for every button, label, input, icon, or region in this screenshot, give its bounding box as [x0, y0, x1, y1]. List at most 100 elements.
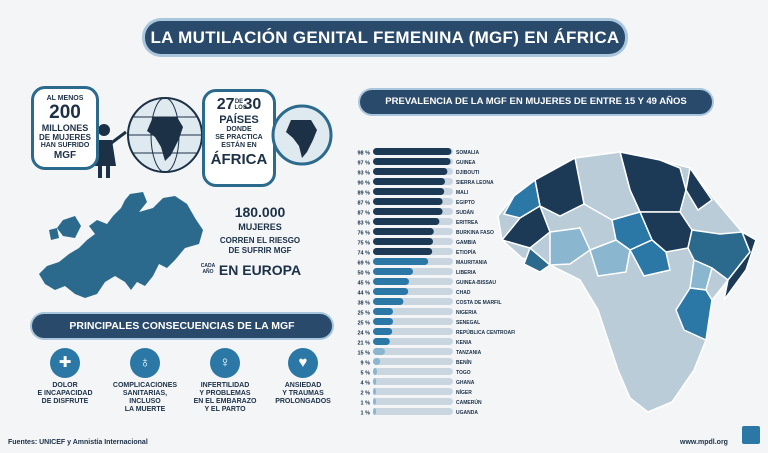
- bar: [373, 308, 393, 315]
- bar-category-label: SENEGAL: [456, 320, 480, 326]
- bar-category-label: NÍGER: [456, 388, 472, 396]
- consequence-anxiety: ♥ ANSIEDAD Y TRAUMAS PROLONGADOS: [267, 348, 339, 406]
- europe-region-label: EN EUROPA: [218, 262, 302, 278]
- bar-track: [373, 348, 453, 355]
- globe-africa-small-icon: [271, 104, 333, 166]
- bar-category-label: BENÍN: [456, 358, 472, 366]
- website-link[interactable]: www.mpdl.org: [680, 439, 728, 446]
- stethoscope-icon: ♁: [130, 348, 160, 378]
- bar-category-label: EGIPTO: [456, 200, 475, 206]
- pregnancy-icon: ♀: [210, 348, 240, 378]
- bar: [373, 378, 377, 385]
- bar-category-label: DJIBOUTI: [456, 170, 480, 176]
- bar: [373, 158, 451, 165]
- globe-africa-icon: [127, 97, 203, 173]
- bar-value-label: 1 %: [361, 401, 371, 407]
- bar-value-label: 21 %: [357, 341, 370, 347]
- bar-category-label: BURKINA FASO: [456, 230, 494, 236]
- bar-value-label: 5 %: [361, 371, 371, 377]
- consequence-complications: ♁ COMPLICACIONES SANITARIAS, INCLUSO LA …: [105, 348, 185, 414]
- bar-value-label: 69 %: [357, 261, 370, 267]
- bar-value-label: 89 %: [357, 191, 370, 197]
- bar: [373, 188, 445, 195]
- bar-value-label: 24 %: [357, 331, 370, 337]
- bar-track: [373, 318, 453, 325]
- bar: [373, 238, 433, 245]
- bar: [373, 218, 440, 225]
- chart-title: PREVALENCIA DE LA MGF EN MUJERES DE ENTR…: [360, 90, 712, 114]
- bar-track: [373, 308, 453, 315]
- bar: [373, 178, 445, 185]
- bar-value-label: 93 %: [357, 171, 370, 177]
- bar-category-label: GAMBIA: [456, 240, 477, 246]
- bar-category-label: UGANDA: [456, 410, 478, 416]
- bar: [373, 298, 404, 305]
- bar-value-label: 25 %: [357, 311, 370, 317]
- bar-category-label: GHANA: [456, 380, 475, 386]
- medicine-icon: ✚: [50, 348, 80, 378]
- bar: [373, 208, 443, 215]
- bar-value-label: 87 %: [357, 211, 370, 217]
- bar-category-label: COSTA DE MARFIL: [456, 300, 502, 306]
- bar-value-label: 44 %: [357, 291, 370, 297]
- prevalence-bar-chart: 98 % SOMALIA 97 % GUINEA 93 % DJIBOUTI 90 % SIE…: [357, 148, 515, 417]
- bar-value-label: 45 %: [357, 281, 370, 287]
- heart-hands-icon: ♥: [288, 348, 318, 378]
- bar: [373, 318, 393, 325]
- bar-value-label: 25 %: [357, 321, 370, 327]
- bar: [373, 228, 434, 235]
- bar-value-label: 4 %: [361, 381, 371, 387]
- bar-category-label: SOMALIA: [456, 150, 479, 156]
- bar-category-label: LIBERIA: [456, 270, 476, 276]
- bar-track: [373, 408, 453, 415]
- bar-value-label: 75 %: [357, 241, 370, 247]
- countries-bubble: 27DE LOS30 PAÍSES DONDE SE PRACTICA ESTÁ…: [202, 89, 276, 187]
- bar-track: [373, 338, 453, 345]
- bar-value-label: 87 %: [357, 201, 370, 207]
- bar: [373, 168, 448, 175]
- mpdl-logo: [742, 426, 760, 444]
- bar-category-label: GUINEA: [456, 160, 476, 166]
- bar-category-label: MALI: [456, 190, 469, 196]
- bar-value-label: 97 %: [357, 161, 370, 167]
- bar-value-label: 90 %: [357, 181, 370, 187]
- bar-value-label: 9 %: [361, 361, 371, 367]
- bar: [373, 248, 433, 255]
- bar-category-label: REPÚBLICA CENTROAFRICANA: [456, 329, 515, 336]
- bar: [373, 288, 409, 295]
- bar-value-label: 2 %: [361, 391, 371, 397]
- bar-category-label: MAURITANIA: [456, 260, 488, 266]
- bar: [373, 408, 376, 415]
- europe-map-illustration: [39, 192, 203, 298]
- bar: [373, 388, 376, 395]
- bar-category-label: NIGERIA: [456, 310, 477, 316]
- bar-value-label: 38 %: [357, 301, 370, 307]
- consequence-infertility: ♀ INFERTILIDAD Y PROBLEMAS EN EL EMBARAZ…: [185, 348, 265, 414]
- bar-track: [373, 328, 453, 335]
- bar-category-label: TOGO: [456, 370, 471, 376]
- bar: [373, 328, 393, 335]
- bar: [373, 368, 377, 375]
- bar-value-label: 76 %: [357, 231, 370, 237]
- bar-value-label: 74 %: [357, 251, 370, 257]
- bar-category-label: KENIA: [456, 340, 472, 346]
- consequences-list: ✚ DOLOR E INCAPACIDAD DE DISFRUTE ♁ COMP…: [25, 348, 345, 428]
- bar-category-label: SIERRA LEONA: [456, 180, 494, 186]
- bar-track: [373, 368, 453, 375]
- africa-prevalence-map: [497, 151, 757, 413]
- bar: [373, 358, 381, 365]
- bar: [373, 258, 429, 265]
- bar: [373, 338, 390, 345]
- women-count-bubble: AL MENOS 200 MILLONES DE MUJERES HAN SUF…: [31, 86, 99, 170]
- bar-value-label: 83 %: [357, 221, 370, 227]
- women-count-number: 200: [49, 102, 81, 123]
- bar: [373, 198, 443, 205]
- bar-value-label: 1 %: [361, 411, 371, 417]
- bar: [373, 278, 409, 285]
- consequence-pain: ✚ DOLOR E INCAPACIDAD DE DISFRUTE: [30, 348, 100, 406]
- bar: [373, 348, 385, 355]
- page-title: LA MUTILACIÓN GENITAL FEMENINA (MGF) EN …: [145, 21, 625, 54]
- bar-category-label: CHAD: [456, 290, 471, 296]
- bar-category-label: ERITREA: [456, 220, 478, 226]
- bar: [373, 398, 376, 405]
